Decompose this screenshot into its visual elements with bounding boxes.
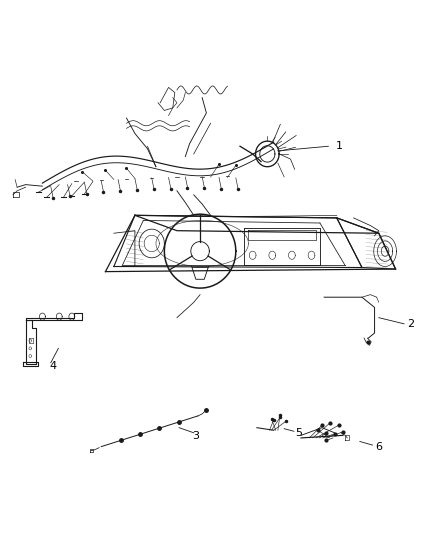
Text: 3: 3	[192, 431, 199, 441]
Text: 5: 5	[295, 428, 302, 438]
Text: 6: 6	[375, 442, 382, 451]
Text: 2: 2	[407, 319, 414, 329]
Text: 1: 1	[336, 141, 343, 151]
Text: 4: 4	[49, 361, 57, 372]
